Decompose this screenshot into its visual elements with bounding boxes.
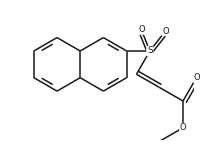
Text: O: O bbox=[193, 73, 200, 82]
Text: S: S bbox=[147, 46, 153, 55]
Text: O: O bbox=[138, 25, 145, 34]
Text: O: O bbox=[180, 123, 186, 132]
Text: O: O bbox=[162, 27, 169, 36]
